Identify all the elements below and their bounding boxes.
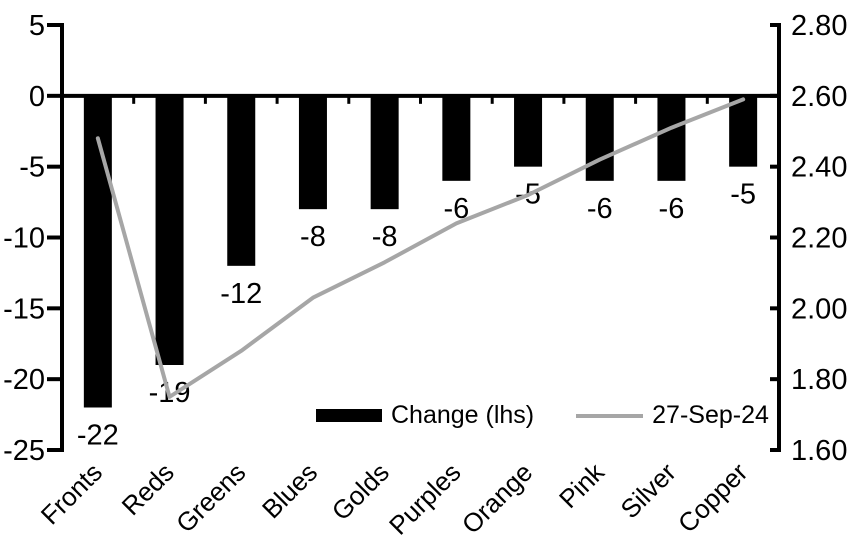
category-label-reds: Reds xyxy=(116,457,180,521)
bar-data-label-pink: -6 xyxy=(587,193,613,225)
bar-purples xyxy=(442,95,471,181)
bar-greens xyxy=(227,95,256,266)
category-label-orange: Orange xyxy=(456,457,539,540)
right-axis-label: 2.40 xyxy=(791,152,847,184)
legend-bar-label: Change (lhs) xyxy=(391,401,535,429)
category-label-blues: Blues xyxy=(256,457,323,524)
bar-copper xyxy=(729,95,758,167)
category-label-purples: Purples xyxy=(383,457,467,541)
bar-data-label-blues: -8 xyxy=(300,221,326,253)
category-label-pink: Pink xyxy=(553,456,611,514)
left-axis-label: -20 xyxy=(3,364,45,396)
bar-data-label-silver: -6 xyxy=(659,193,685,225)
left-axis-label: -15 xyxy=(3,293,45,325)
category-label-golds: Golds xyxy=(326,457,395,526)
bar-pink xyxy=(585,95,614,181)
right-axis-label: 2.60 xyxy=(791,81,847,113)
chart-legend: Change (lhs) 27-Sep-24 xyxy=(316,401,769,430)
right-axis-label: 1.80 xyxy=(791,364,847,396)
bar-data-label-fronts: -22 xyxy=(77,420,119,452)
bar-reds xyxy=(155,95,184,365)
category-label-fronts: Fronts xyxy=(35,457,108,530)
left-axis-label: -5 xyxy=(19,152,45,184)
bar-data-label-golds: -8 xyxy=(372,221,398,253)
bar-orange xyxy=(514,95,543,167)
legend-line-label: 27-Sep-24 xyxy=(652,401,769,429)
category-label-silver: Silver xyxy=(615,457,682,524)
category-label-copper: Copper xyxy=(672,457,754,539)
left-axis-label: -10 xyxy=(3,223,45,255)
bar-data-label-greens: -12 xyxy=(220,278,262,310)
right-axis-label: 2.00 xyxy=(791,293,847,325)
bar-fronts xyxy=(83,95,112,408)
left-axis-label: -25 xyxy=(3,435,45,467)
bar-silver xyxy=(657,95,686,181)
bar-golds xyxy=(370,95,399,210)
right-axis-label: 2.20 xyxy=(791,223,847,255)
legend-bar-swatch-icon xyxy=(316,409,382,422)
category-label-greens: Greens xyxy=(170,457,252,539)
bar-blues xyxy=(298,95,327,210)
right-axis-label: 2.80 xyxy=(791,10,847,42)
bar-data-label-copper: -5 xyxy=(730,179,756,211)
right-axis-label: 1.60 xyxy=(791,435,847,467)
left-axis-label: 5 xyxy=(29,10,45,42)
legend-line-swatch-icon xyxy=(576,413,644,418)
line-series-27-sep-24 xyxy=(95,97,746,399)
left-axis-label: 0 xyxy=(29,81,45,113)
